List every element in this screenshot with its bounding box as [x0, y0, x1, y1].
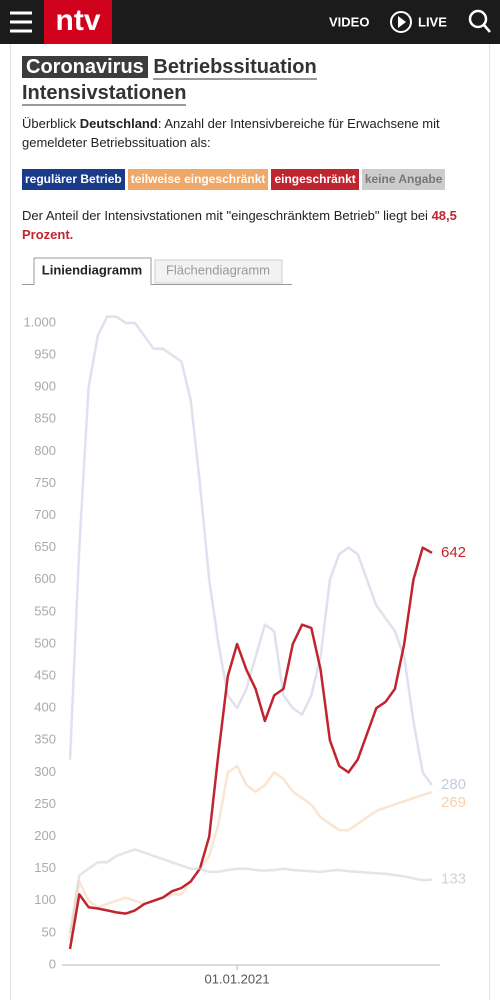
series-line: [68, 546, 433, 950]
search-handle: [483, 24, 491, 33]
y-tick-label: 250: [34, 796, 56, 811]
y-tick-label: 650: [34, 539, 56, 554]
intro: Überblick Deutschland: Anzahl der Intens…: [22, 114, 472, 152]
y-tick-label: 500: [34, 635, 56, 650]
tab-label[interactable]: Liniendiagramm: [42, 262, 142, 277]
nav-video[interactable]: VIDEO: [329, 14, 369, 29]
y-tick-label: 400: [34, 700, 56, 715]
tab-inactive[interactable]: [154, 259, 283, 284]
legend-badge[interactable]: regulärer Betrieb: [22, 169, 125, 190]
top-bar: ntv VIDEO LIVE: [0, 0, 500, 44]
x-tick-label: 01.01.2021: [205, 971, 270, 986]
y-tick-label: 900: [34, 379, 56, 394]
statement: Der Anteil der Intensivstationen mit "ei…: [22, 206, 472, 244]
y-tick-label: 750: [34, 475, 56, 490]
legend-badge[interactable]: eingeschränkt: [271, 169, 359, 190]
y-tick-label: 950: [34, 347, 56, 362]
menu-icon[interactable]: [10, 11, 32, 33]
y-tick-label: 1.000: [23, 314, 56, 329]
intro-bold: Deutschland: [79, 116, 158, 131]
y-tick-label: 100: [34, 892, 56, 907]
title-highlight: Coronavirus: [22, 56, 148, 78]
title: Coronavirus Betriebssituation Intensivst…: [22, 54, 342, 106]
tabs: Liniendiagramm Flächendiagramm: [22, 257, 292, 285]
intro-after: : Anzahl der Intensivbereiche für Erwach…: [22, 116, 440, 150]
title-rest: Betriebssituation Intensivstationen: [22, 56, 317, 106]
tab-active[interactable]: [33, 257, 152, 285]
chart: 0 50 100 150 200 250 300 350 400 450 500 550 600 650 7…: [23, 314, 466, 986]
y-tick-label: 850: [34, 411, 56, 426]
y-tick-label: 700: [34, 507, 56, 522]
logo-box[interactable]: [44, 0, 112, 44]
y-tick-label: 800: [34, 443, 56, 458]
tab-label[interactable]: Flächendiagramm: [166, 262, 270, 277]
legend-badge[interactable]: teilweise eingeschränkt: [127, 169, 269, 190]
y-tick-label: 150: [34, 860, 56, 875]
y-tick-label: 350: [34, 732, 56, 747]
series-line: [68, 315, 434, 786]
logo[interactable]: ntv: [56, 4, 101, 37]
end-label: 280: [441, 776, 466, 793]
statement-text: Der Anteil der Intensivstationen mit "ei…: [22, 208, 432, 223]
end-label: 269: [441, 794, 466, 811]
top-bar-icons: ntv VIDEO LIVE: [10, 0, 491, 44]
live-icon[interactable]: [390, 11, 412, 33]
search-icon[interactable]: [468, 9, 488, 29]
y-tick-label: 0: [49, 956, 56, 971]
frame-right: [489, 44, 490, 1000]
statement-highlight: 48,5 Prozent.: [22, 208, 457, 242]
end-label: 642: [441, 544, 466, 561]
legend-badge[interactable]: keine Angabe: [361, 169, 446, 190]
y-tick-label: 50: [42, 924, 56, 939]
play-icon: [398, 16, 406, 28]
series-line: [68, 764, 433, 940]
legend: regulärer Betrieb teilweise eingeschränkt…: [22, 169, 472, 190]
y-tick-label: 300: [34, 764, 56, 779]
y-tick-label: 200: [34, 828, 56, 843]
nav-live[interactable]: LIVE: [418, 14, 447, 29]
y-tick-label: 550: [34, 603, 56, 618]
end-label: 133: [441, 871, 466, 888]
series-line: [68, 848, 433, 934]
y-tick-label: 450: [34, 668, 56, 683]
intro-before: Überblick: [22, 116, 80, 131]
y-tick-label: 600: [34, 571, 56, 586]
frame-left: [10, 44, 11, 1000]
